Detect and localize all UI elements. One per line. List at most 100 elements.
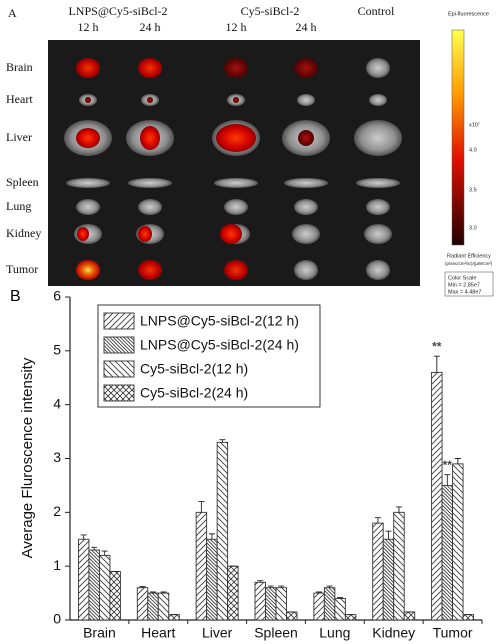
- organ-label: Spleen: [6, 175, 39, 189]
- organ: [224, 58, 248, 78]
- error-bar: [219, 439, 226, 443]
- fluorescence: [220, 224, 242, 244]
- bar: [88, 549, 100, 621]
- bar: [403, 611, 416, 621]
- panel-label: A: [8, 6, 17, 20]
- fluorescence: [233, 97, 239, 103]
- bar: [227, 565, 239, 621]
- x-tick-label: Lung: [319, 625, 350, 641]
- error-bar: [395, 506, 402, 513]
- organ-label: Kidney: [6, 226, 41, 240]
- organ-label: Tumor: [6, 262, 38, 276]
- error-bar: [444, 474, 451, 486]
- bar: [195, 511, 208, 621]
- y-tick-label: 2: [53, 503, 61, 519]
- bar: [334, 598, 346, 621]
- legend-box: [97, 304, 321, 408]
- bar: [313, 592, 325, 621]
- organ: [356, 178, 400, 188]
- organ: [76, 260, 100, 280]
- legend-label: Cy5-siBcl-2(24 h): [140, 385, 248, 401]
- error-bar: [385, 530, 392, 540]
- bar: [286, 611, 298, 621]
- bar: [441, 484, 454, 621]
- fluorescence: [85, 97, 91, 103]
- error-bar: [160, 591, 167, 594]
- y-tick-label: 6: [53, 288, 61, 304]
- legend-swatch: [103, 384, 135, 402]
- error-bar: [267, 585, 274, 588]
- time-label: 12 h: [226, 20, 247, 34]
- organ: [224, 199, 248, 215]
- error-bar: [316, 591, 323, 594]
- y-tick-label: 1: [53, 557, 61, 573]
- time-label: 24 h: [296, 20, 317, 34]
- error-bar: [139, 586, 146, 588]
- scale-unit-title: Radiant Efficiency: [447, 253, 491, 259]
- bar: [206, 538, 218, 621]
- organ: [128, 178, 172, 188]
- bar: [77, 538, 90, 621]
- x-tick-label: Kidney: [372, 625, 415, 641]
- bar: [344, 614, 357, 621]
- error-bar: [208, 533, 215, 540]
- time-label: 24 h: [140, 20, 161, 34]
- bar: [275, 587, 287, 621]
- organ: [354, 120, 402, 156]
- scale-tick: 4.0: [469, 147, 477, 153]
- scale-title: Epi-fluorescence: [448, 11, 489, 17]
- legend-label: Cy5-siBcl-2(12 h): [140, 361, 248, 377]
- organ: [138, 199, 162, 215]
- bar: [157, 592, 170, 621]
- panel-a: A LNPS@Cy5-siBcl-2 12 h 24 h Cy5-siBcl-2…: [6, 4, 496, 308]
- bar: [323, 587, 336, 621]
- x-tick-label: Liver: [202, 625, 233, 641]
- legend-swatch: [103, 312, 135, 330]
- legend-swatch: [103, 360, 135, 378]
- error-bar: [454, 458, 461, 464]
- y-tick-label: 0: [53, 611, 61, 627]
- fluorescence: [298, 130, 314, 146]
- fluorescence: [216, 124, 256, 152]
- organ: [214, 178, 258, 188]
- legend-label: LNPS@Cy5-siBcl-2(12 h): [140, 313, 299, 329]
- y-tick-label: 4: [53, 395, 61, 411]
- bar: [109, 571, 121, 621]
- error-bar: [198, 501, 205, 513]
- y-tick-label: 5: [53, 342, 61, 358]
- organ: [366, 58, 390, 78]
- organ: [294, 58, 318, 78]
- organ: [76, 199, 100, 215]
- error-bar: [257, 580, 264, 583]
- bar: [98, 554, 111, 621]
- organ: [369, 94, 387, 106]
- error-bar: [101, 550, 108, 556]
- legend-label: LNPS@Cy5-siBcl-2(24 h): [140, 337, 299, 353]
- y-axis-label: Average Fluroscence intensity: [19, 357, 36, 558]
- organ: [138, 260, 162, 280]
- y-tick-label: 3: [53, 449, 61, 465]
- bar: [136, 587, 149, 621]
- organ: [224, 260, 248, 280]
- fluorescence: [147, 97, 153, 103]
- bar: [265, 587, 277, 621]
- panel-b: B Average Fluroscence intensity 0 1 2 3 4 5 6 B…: [10, 288, 483, 641]
- organ-label: Heart: [6, 92, 33, 106]
- error-bar: [326, 585, 333, 588]
- organ: [66, 178, 110, 188]
- legend-swatch: [103, 336, 135, 354]
- fluorescence: [77, 227, 89, 241]
- fluorescence: [140, 126, 160, 150]
- bar: [393, 511, 405, 621]
- time-label: 12 h: [78, 20, 99, 34]
- group-label: LNPS@Cy5-siBcl-2: [68, 4, 167, 18]
- bar: [147, 592, 159, 621]
- bar: [168, 614, 180, 621]
- panel-label: B: [10, 288, 21, 305]
- x-tick-label: Brain: [83, 625, 116, 641]
- color-scale-panel: [440, 8, 496, 308]
- organ-images: [64, 58, 402, 280]
- group-label: Control: [358, 4, 395, 18]
- scale-box-title: Color Scale: [448, 275, 476, 281]
- error-bar: [150, 591, 157, 594]
